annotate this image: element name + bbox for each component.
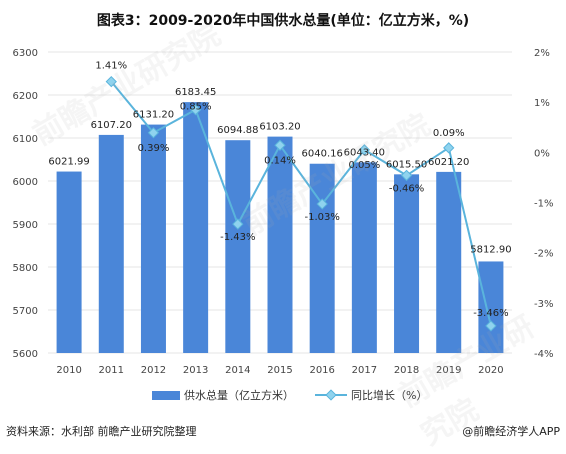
bar [140,124,166,353]
growth-marker [189,104,202,116]
bar [478,261,504,353]
bar [183,102,209,353]
bar-value-label: 6040.16 [302,149,343,160]
bar-value-label: 6183.45 [175,87,216,98]
growth-value-label: 0.85% [180,102,212,113]
y-left-tick-label: 5900 [13,220,38,231]
brand-note: @前瞻经济学人APP [462,425,560,438]
bar [98,134,124,353]
legend-swatch-marker [325,389,337,401]
y-right-tick-label: 2% [534,48,550,59]
growth-marker [443,142,455,154]
bar-value-label: 6043.40 [344,147,385,158]
growth-marker [232,218,244,230]
growth-marker [400,169,413,182]
bar-value-label: 5812.90 [470,244,511,255]
bar-value-label: 6131.20 [133,110,174,121]
chart-title: 图表3：2009-2020年中国供水总量(单位：亿立方米，%) [96,13,470,29]
y-left-tick-label: 5800 [13,263,38,274]
growth-marker [358,144,371,156]
bar [394,174,420,353]
growth-marker [316,198,328,210]
y-right-tick-label: -3% [534,299,553,310]
x-tick-label: 2017 [352,365,377,376]
bar-value-label: 6103.20 [259,122,300,133]
bar-value-label: 6107.20 [91,120,132,131]
growth-value-label: -3.46% [473,308,508,319]
growth-value-label: 0.39% [138,143,170,154]
bar-value-label: 6094.88 [217,125,258,136]
growth-marker [105,75,117,88]
x-tick-label: 2011 [99,365,124,376]
y-left-tick-label: 6200 [13,91,38,102]
growth-value-label: -1.43% [220,232,255,243]
bar [436,171,462,353]
x-tick-label: 2010 [56,365,81,376]
x-tick-label: 2012 [141,365,166,376]
bar [225,140,251,353]
growth-value-label: 1.41% [95,61,127,72]
bar [267,136,293,353]
y-right-tick-label: 0% [534,148,550,159]
growth-marker [485,320,497,332]
growth-value-label: 0.14% [264,155,296,166]
growth-line [110,80,492,327]
y-left-tick-label: 5600 [13,349,38,360]
growth-value-label: -0.46% [389,183,424,194]
x-tick-label: 2013 [183,365,208,376]
y-left-tick-label: 6300 [13,48,38,59]
growth-marker [274,139,286,151]
bar-value-label: 6021.99 [48,157,89,168]
bar [56,171,82,353]
x-tick-label: 2018 [394,365,419,376]
x-tick-label: 2016 [309,365,334,376]
bar [351,162,377,353]
bar [309,163,335,353]
growth-marker [147,127,160,139]
y-right-tick-label: -1% [534,199,553,210]
y-right-tick-label: 1% [534,98,550,109]
bar-value-label: 6021.20 [428,157,469,168]
legend-label-bar: 供水总量（亿立方米） [184,388,294,402]
source-note: 资料来源：水利部 前瞻产业研究院整理 [6,425,197,438]
x-tick-label: 2014 [225,365,250,376]
x-tick-label: 2015 [267,365,292,376]
y-left-tick-label: 6000 [13,177,38,188]
growth-value-label: 0.05% [348,160,380,171]
x-tick-label: 2020 [478,365,503,376]
growth-value-label: 0.09% [433,128,465,139]
x-tick-label: 2019 [436,365,461,376]
growth-value-label: -1.03% [304,212,339,223]
y-left-tick-label: 6100 [13,134,38,145]
y-right-tick-label: -4% [534,349,553,360]
y-right-tick-label: -2% [534,249,553,260]
legend-swatch-bar [152,391,180,400]
legend-label-line: 同比增长（%） [351,388,427,402]
y-left-tick-label: 5700 [13,306,38,317]
bar-value-label: 6015.50 [386,159,427,170]
